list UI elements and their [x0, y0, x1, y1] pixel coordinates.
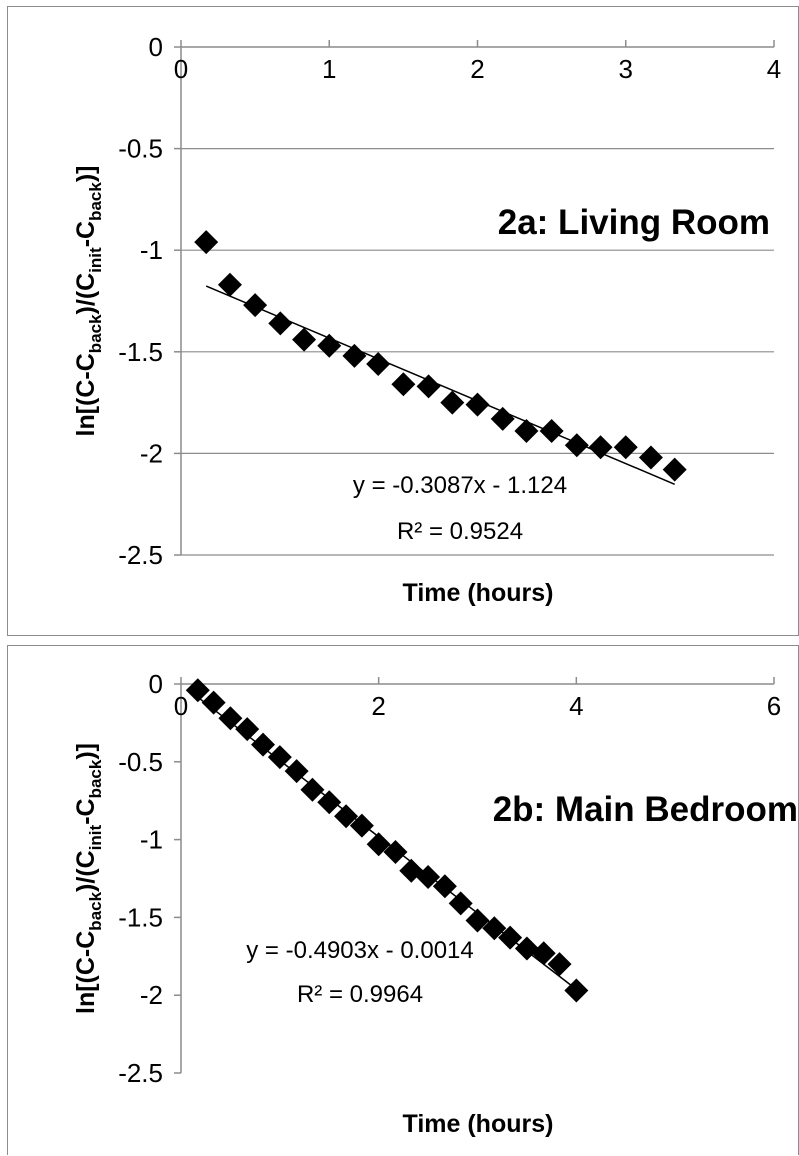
trendline-equation: y = -0.3087x - 1.124 — [353, 472, 567, 499]
y-axis-label-part: )/(C — [72, 273, 100, 315]
x-tick-label: 6 — [767, 691, 781, 721]
data-point — [243, 293, 268, 318]
y-axis-label: ln[(C-Cback)/(Cinit-Cback)] — [72, 743, 105, 1014]
data-point — [432, 874, 457, 899]
y-tick-label: -0.5 — [118, 134, 163, 164]
data-point — [185, 678, 210, 703]
y-axis-label: ln[(C-Cback)/(Cinit-Cback)] — [72, 165, 105, 436]
y-axis-label-subscript: back — [86, 759, 105, 798]
data-point — [440, 390, 465, 415]
y-tick-label: -2 — [140, 980, 163, 1010]
data-point — [547, 952, 572, 977]
data-point — [588, 435, 613, 460]
data-point — [317, 333, 342, 358]
y-tick-label: -1 — [140, 825, 163, 855]
chart-main-bedroom: 0 -0.5 -1 -1.5 -2 -2.5 0 2 4 6 2b: Main Bedroom y =… — [72, 669, 798, 1138]
data-point — [292, 327, 317, 352]
y-tick-label: -1.5 — [118, 337, 163, 367]
data-point — [235, 717, 260, 742]
data-point — [465, 908, 490, 933]
data-point — [342, 343, 367, 368]
chart-title: 2b: Main Bedroom — [493, 790, 798, 829]
data-point — [334, 804, 359, 829]
data-point — [490, 406, 515, 431]
y-axis-label-part: )] — [72, 165, 100, 182]
data-point — [531, 941, 556, 966]
chart-panel-main-bedroom: 0 -0.5 -1 -1.5 -2 -2.5 0 2 4 6 2b: Main Bedroom y =… — [7, 645, 799, 1155]
data-point — [366, 832, 391, 857]
y-tick-label: 0 — [149, 669, 163, 699]
y-axis-label-subscript: back — [86, 314, 105, 353]
data-point — [465, 392, 490, 417]
chart-living-room: 0 -0.5 -1 -1.5 -2 -2.5 0 1 2 3 4 2a: Living Room y =… — [72, 32, 781, 607]
data-point — [217, 272, 242, 297]
x-tick-label: 2 — [371, 691, 385, 721]
chart-title: 2a: Living Room — [498, 203, 770, 242]
r-squared-label: R² = 0.9524 — [397, 518, 523, 545]
y-axis-label-part: )] — [72, 743, 100, 760]
data-point — [218, 706, 243, 731]
y-axis-label-subscript: init — [86, 824, 105, 850]
data-point — [482, 916, 507, 941]
data-point — [662, 457, 687, 482]
data-point — [391, 372, 416, 397]
y-tick-label: -2.5 — [118, 540, 163, 570]
data-point — [416, 864, 441, 889]
data-point — [300, 777, 325, 802]
data-point — [448, 891, 473, 916]
y-axis-label-subscript: back — [86, 891, 105, 930]
data-point — [317, 790, 342, 815]
y-axis-label-part: ln[(C-C — [72, 353, 100, 436]
data-point — [251, 732, 276, 757]
x-tick-label: 1 — [322, 54, 336, 84]
x-tick-label: 3 — [619, 54, 633, 84]
data-point — [613, 435, 638, 460]
y-tick-label: -2.5 — [118, 1058, 163, 1088]
data-point — [564, 433, 589, 458]
data-point — [638, 445, 663, 470]
data-point — [349, 813, 374, 838]
y-tick-label: -2 — [140, 438, 163, 468]
x-tick-label: 0 — [174, 691, 188, 721]
y-tick-label: -1 — [140, 235, 163, 265]
chart-panel-living-room: 0 -0.5 -1 -1.5 -2 -2.5 0 1 2 3 4 2a: Living Room y =… — [7, 6, 799, 636]
y-axis-label-part: -C — [72, 221, 100, 247]
y-axis-label-subscript: init — [86, 247, 105, 273]
data-point — [564, 978, 589, 1003]
data-point — [268, 311, 293, 336]
data-point — [267, 745, 292, 770]
y-tick-label: 0 — [149, 32, 163, 62]
x-tick-label: 4 — [767, 54, 781, 84]
y-axis-label-part: ln[(C-C — [72, 931, 100, 1014]
data-point — [416, 374, 441, 399]
data-point — [366, 351, 391, 376]
data-point — [194, 230, 219, 255]
r-squared-label: R² = 0.9964 — [297, 981, 423, 1008]
trendline-equation: y = -0.4903x - 0.0014 — [246, 937, 473, 964]
x-axis-label: Time (hours) — [403, 1110, 554, 1138]
y-axis-label-part: -C — [72, 798, 100, 824]
data-point — [284, 759, 309, 784]
y-tick-label: -0.5 — [118, 747, 163, 777]
data-point — [514, 936, 539, 961]
x-tick-label: 0 — [174, 54, 188, 84]
x-tick-label: 4 — [569, 691, 583, 721]
data-point — [383, 840, 408, 865]
x-tick-label: 2 — [470, 54, 484, 84]
data-point — [201, 690, 226, 715]
y-tick-label: -1.5 — [118, 902, 163, 932]
x-axis-label: Time (hours) — [403, 579, 554, 607]
data-point — [514, 419, 539, 444]
y-axis-label-part: )/(C — [72, 850, 100, 892]
y-axis-label-subscript: back — [86, 182, 105, 221]
data-point — [498, 925, 523, 950]
data-point — [539, 419, 564, 444]
